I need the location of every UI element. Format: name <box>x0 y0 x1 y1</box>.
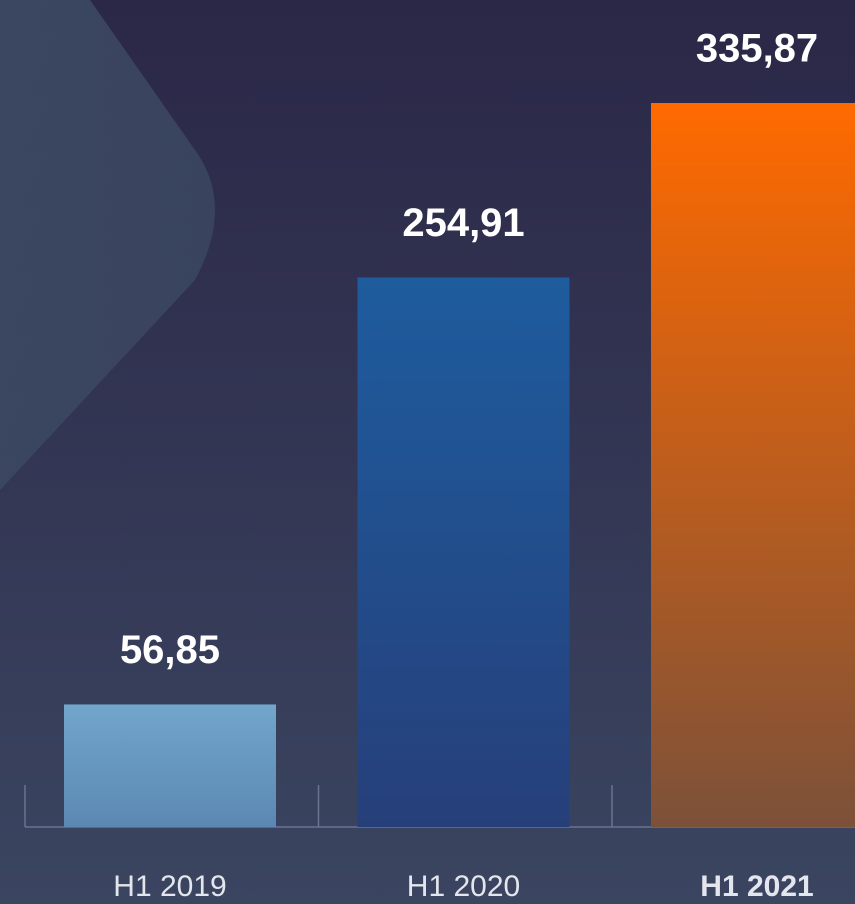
x-tick-label: H1 2019 <box>113 870 226 903</box>
bar <box>357 277 570 827</box>
x-tick-label: H1 2021 <box>700 870 813 903</box>
x-tick-label: H1 2020 <box>407 870 520 903</box>
bar <box>64 704 276 827</box>
bar <box>651 103 855 827</box>
value-label: 254,91 <box>402 201 524 245</box>
value-label: 335,87 <box>696 27 818 71</box>
value-label: 56,85 <box>120 628 220 672</box>
decorative-shape <box>0 0 215 490</box>
